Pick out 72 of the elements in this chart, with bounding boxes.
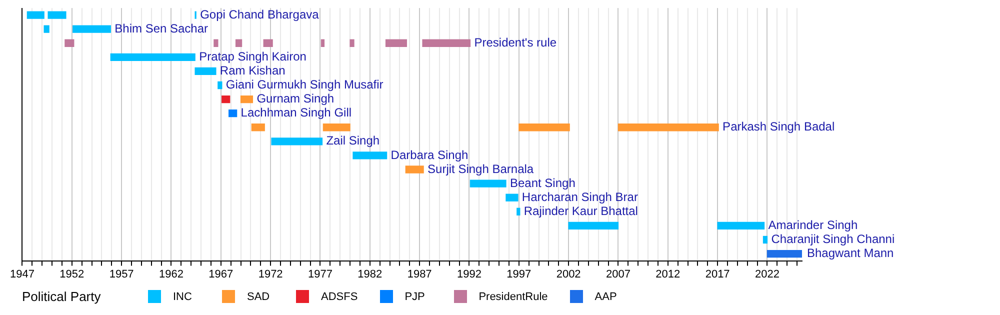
y-tick-label: Parkash Singh Badal	[722, 120, 835, 134]
x-tick-label: 2012	[656, 268, 680, 280]
bar	[518, 124, 570, 132]
y-tick-label: Charanjit Singh Channi	[771, 232, 895, 246]
bar	[214, 39, 218, 47]
bar	[320, 39, 325, 47]
x-tick-label: 1972	[258, 268, 283, 280]
x-tick-label: 1987	[407, 268, 432, 280]
y-tick-label: Ram Kishan	[220, 64, 286, 78]
x-tick-label: 1992	[456, 268, 482, 280]
bar	[422, 39, 471, 47]
y-tick-label: Lachhman Singh Gill	[240, 106, 352, 120]
bar	[240, 95, 254, 104]
y-tick-label: Amarinder Singh	[768, 218, 858, 232]
bar	[506, 194, 518, 202]
bar	[271, 138, 323, 146]
bar	[618, 124, 719, 132]
bar	[235, 39, 242, 47]
bar	[470, 180, 506, 188]
y-tick-label: Beant Singh	[510, 176, 576, 190]
y-tick-label: Surjit Singh Barnala	[428, 162, 534, 176]
y-tick-label: Harcharan Singh Brar	[522, 190, 638, 204]
bar	[228, 110, 238, 118]
bar	[762, 236, 768, 244]
bar	[405, 166, 424, 174]
x-tick-label: 1952	[60, 268, 84, 280]
legend-label: AAP	[594, 290, 617, 302]
bar	[322, 124, 350, 132]
bar	[568, 222, 619, 230]
bar	[44, 25, 50, 33]
x-tick-label: 1967	[208, 268, 234, 280]
bar	[194, 67, 216, 76]
bar	[717, 222, 765, 230]
x-tick-label: 1962	[158, 268, 184, 280]
x-tick-label: 1977	[308, 268, 332, 280]
bar	[352, 152, 388, 160]
bar	[350, 39, 354, 47]
bar	[110, 53, 196, 61]
bar	[516, 208, 520, 216]
y-tick-label: Bhim Sen Sachar	[114, 21, 208, 36]
bar	[222, 95, 230, 104]
legend-label: SAD	[247, 290, 270, 302]
y-tick-label: Darbara Singh	[390, 148, 468, 162]
bar	[263, 39, 273, 47]
y-tick-label: Rajinder Kaur Bhattal	[524, 204, 638, 218]
legend-label: INC	[173, 290, 192, 302]
x-tick-label: 2007	[606, 268, 630, 280]
x-tick-label: 1947	[10, 268, 34, 280]
y-tick-label: Pratap Singh Kairon	[199, 49, 306, 64]
x-tick-label: 2017	[705, 268, 730, 280]
y-tick-label: President's rule	[474, 35, 557, 50]
legend-label: ADSFS	[321, 290, 358, 302]
legend-title: Political Party	[22, 289, 102, 304]
x-tick-label: 1957	[109, 268, 134, 280]
y-tick-label: Gopi Chand Bhargava	[200, 7, 320, 22]
x-tick-label: 1997	[506, 268, 532, 280]
bar	[64, 39, 74, 47]
x-tick-label: 2002	[556, 268, 581, 280]
bar	[218, 81, 222, 90]
bar	[26, 11, 44, 19]
legend-label: PresidentRule	[478, 290, 548, 302]
bar	[251, 124, 265, 132]
bar	[385, 39, 407, 47]
y-tick-label: Giani Gurmukh Singh Musafir	[226, 78, 384, 92]
bar	[72, 25, 111, 33]
y-tick-label: Gurnam Singh	[256, 92, 334, 106]
x-tick-label: 1982	[358, 268, 382, 280]
y-tick-label: Zail Singh	[326, 134, 380, 148]
y-tick-label: Bhagwant Mann	[806, 246, 894, 260]
legend-label: PJP	[404, 290, 425, 302]
x-tick-label: 2022	[754, 268, 780, 280]
bar	[48, 11, 66, 19]
